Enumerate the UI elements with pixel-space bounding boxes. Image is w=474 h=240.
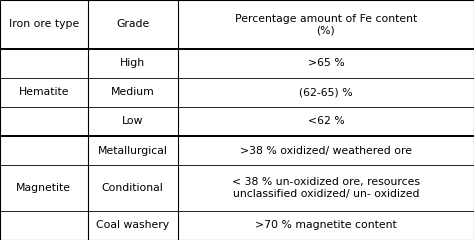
Text: >65 %: >65 %: [308, 58, 344, 68]
Text: High: High: [120, 58, 146, 68]
Text: >70 % magnetite content: >70 % magnetite content: [255, 221, 397, 230]
Text: <62 %: <62 %: [308, 116, 344, 126]
Text: < 38 % un-oxidized ore, resources
unclassified oxidized/ un- oxidized: < 38 % un-oxidized ore, resources unclas…: [232, 177, 420, 199]
Text: Metallurgical: Metallurgical: [98, 145, 168, 156]
Text: (62-65) %: (62-65) %: [299, 87, 353, 97]
Text: Percentage amount of Fe content
(%): Percentage amount of Fe content (%): [235, 14, 417, 35]
Text: Medium: Medium: [111, 87, 155, 97]
Text: Low: Low: [122, 116, 144, 126]
Text: Conditional: Conditional: [102, 183, 164, 193]
Text: Coal washery: Coal washery: [96, 221, 169, 230]
Text: >38 % oxidized/ weathered ore: >38 % oxidized/ weathered ore: [240, 145, 412, 156]
Text: Grade: Grade: [116, 19, 149, 30]
Text: Iron ore type: Iron ore type: [9, 19, 79, 30]
Text: Hematite: Hematite: [18, 87, 69, 97]
Text: Magnetite: Magnetite: [16, 183, 72, 193]
